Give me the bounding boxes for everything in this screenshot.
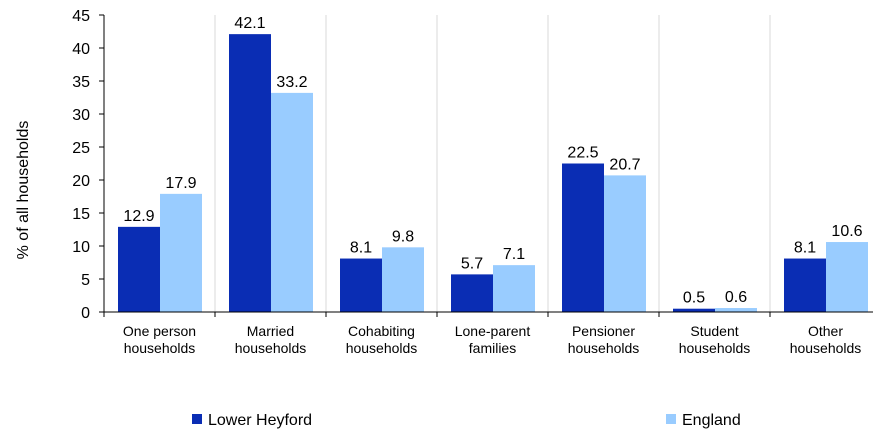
legend-swatch-1	[666, 414, 676, 424]
y-tick-label-0: 0	[81, 305, 90, 322]
x-tick-label-1: Married households	[235, 323, 307, 356]
legend-label-0: Lower Heyford	[208, 412, 312, 429]
x-tick-label-2: Cohabiting households	[346, 323, 418, 356]
y-tick-label-8: 40	[72, 41, 90, 58]
bar-lower-heyford-5	[673, 308, 715, 312]
data-label-1-6: 10.6	[831, 223, 862, 240]
x-tick-label-3: Lone-parent families	[455, 323, 531, 356]
data-label-1-1: 33.2	[276, 74, 307, 91]
legend: Lower Heyford England	[192, 412, 741, 429]
bar-lower-heyford-4	[562, 163, 604, 312]
data-label-0-5: 0.5	[683, 290, 705, 307]
bar-england-6	[826, 242, 868, 312]
bar-england-3	[493, 265, 535, 312]
data-label-0-6: 8.1	[794, 240, 816, 257]
axes: 0 5 10 15 20 25 30 35 40 45 One person households Ma…	[72, 8, 873, 356]
data-label-1-4: 20.7	[609, 156, 640, 173]
bar-lower-heyford-3	[451, 274, 493, 312]
legend-swatch-0	[192, 414, 202, 424]
data-label-1-5: 0.6	[725, 289, 747, 306]
bar-england-5	[715, 308, 757, 312]
x-tick-label-6: Other households	[790, 323, 862, 356]
y-tick-label-6: 30	[72, 107, 90, 124]
data-label-0-2: 8.1	[350, 240, 372, 257]
bars	[118, 34, 868, 312]
x-tick-label-0: One person households	[123, 323, 196, 356]
y-tick-label-7: 35	[72, 74, 90, 91]
data-label-1-2: 9.8	[392, 228, 414, 245]
bar-lower-heyford-2	[340, 258, 382, 312]
y-tick-label-9: 45	[72, 8, 90, 25]
legend-label-1: England	[682, 412, 741, 429]
y-tick-label-5: 25	[72, 140, 90, 157]
y-tick-label-2: 10	[72, 239, 90, 256]
bar-england-4	[604, 175, 646, 312]
bar-england-2	[382, 247, 424, 312]
data-label-0-3: 5.7	[461, 255, 483, 272]
x-tick-label-5: Student households	[679, 323, 751, 356]
y-tick-label-3: 15	[72, 206, 90, 223]
bar-lower-heyford-6	[784, 258, 826, 312]
bar-lower-heyford-0	[118, 226, 160, 312]
bar-lower-heyford-1	[229, 34, 271, 312]
bar-england-0	[160, 193, 202, 312]
data-label-0-4: 22.5	[567, 145, 598, 162]
data-label-1-3: 7.1	[503, 246, 525, 263]
data-label-1-0: 17.9	[165, 175, 196, 192]
y-tick-label-4: 20	[72, 173, 90, 190]
y-axis-label: % of all households	[15, 121, 32, 260]
x-tick-label-4: Pensioner households	[568, 323, 640, 356]
data-label-0-0: 12.9	[123, 208, 154, 225]
bar-england-1	[271, 92, 313, 312]
y-tick-label-1: 5	[81, 272, 90, 289]
grid-lines	[214, 15, 771, 312]
data-labels: 12.9 42.1 8.1 5.7 22.5 0.5 8.1 17.9 33.2 9.8 7.1 20…	[123, 15, 862, 307]
data-label-0-1: 42.1	[234, 15, 265, 32]
